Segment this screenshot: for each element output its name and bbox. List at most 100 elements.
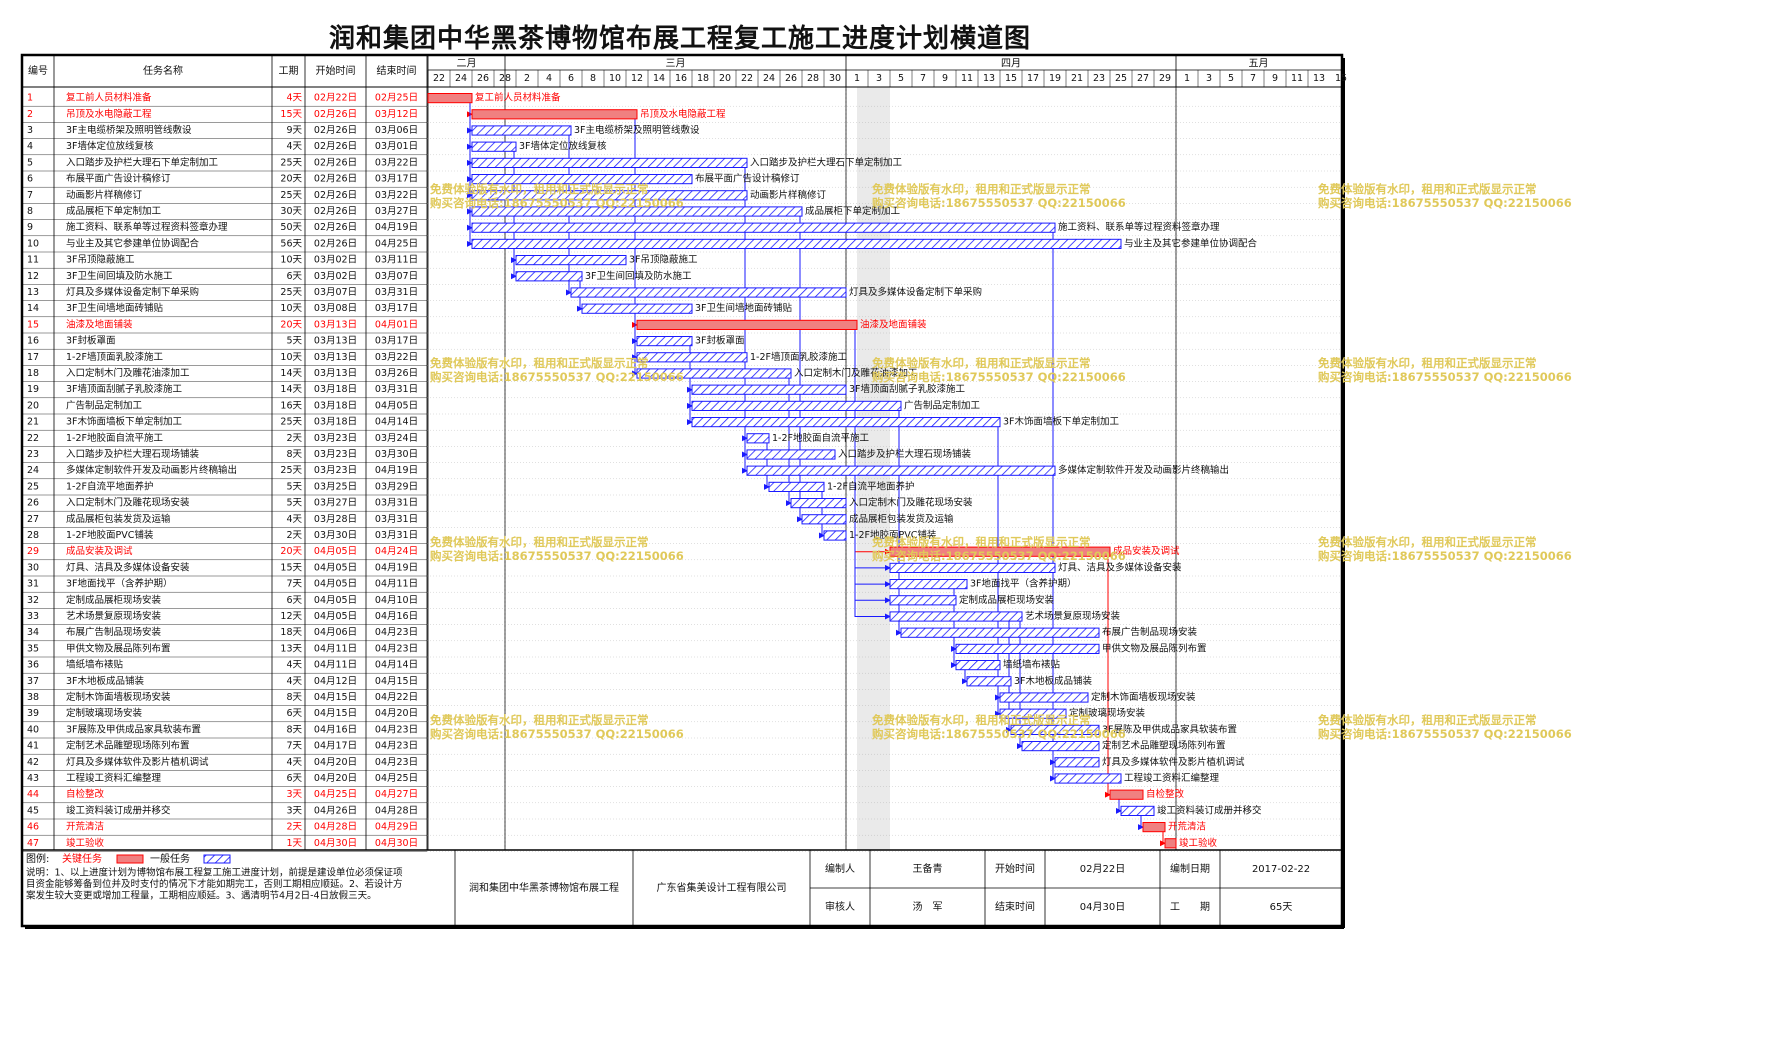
task-name: 多媒体定制软件开发及动画影片终稿输出 — [66, 464, 237, 476]
critical-task-bar — [636, 319, 858, 330]
dependency-link — [1017, 616, 1023, 750]
task-bar-label: 甲供文物及展品陈列布置 — [1102, 642, 1207, 654]
task-name: 定制艺术品雕塑现场陈列布置 — [66, 740, 190, 752]
task-id: 12 — [27, 271, 39, 282]
task-start: 03月18日 — [314, 417, 357, 428]
task-duration: 6天 — [286, 271, 302, 282]
day-tick-label: 22 — [741, 73, 753, 84]
footer-company: 广东省集美设计工程有限公司 — [657, 881, 787, 894]
critical-task-bar — [1109, 789, 1144, 800]
task-name: 动画影片样稿修订 — [66, 189, 143, 201]
task-id: 42 — [27, 757, 39, 768]
task-id: 2 — [27, 109, 33, 120]
task-name: 3F展陈及甲供成品家具软装布置 — [66, 723, 201, 735]
legend-critical-swatch — [116, 854, 144, 864]
task-name: 竣工资料装订成册并移交 — [66, 804, 171, 816]
task-start: 04月06日 — [314, 627, 357, 638]
normal-task-bar — [746, 449, 836, 460]
task-end: 03月27日 — [375, 206, 418, 217]
task-duration: 15天 — [280, 109, 302, 120]
task-duration: 7天 — [286, 579, 302, 590]
day-tick-label: 14 — [653, 73, 665, 84]
task-name: 3F吊顶隐蔽施工 — [66, 254, 135, 266]
task-end: 04月19日 — [375, 562, 418, 573]
task-start: 03月02日 — [314, 271, 357, 282]
normal-task-bar — [900, 627, 1100, 638]
task-bar-label: 成品安装及调试 — [1113, 545, 1180, 557]
task-name: 3F墙顶面刮腻子乳胶漆施工 — [66, 383, 183, 395]
task-duration: 50天 — [280, 222, 302, 233]
task-bar-label: 定制成品展柜现场安装 — [959, 594, 1055, 606]
task-start: 02月26日 — [314, 125, 357, 136]
task-start: 02月22日 — [314, 93, 357, 104]
dependency-link — [1050, 227, 1056, 782]
task-duration: 1天 — [286, 838, 302, 849]
task-bar-label: 开荒清洁 — [1168, 821, 1206, 833]
task-bar-label: 施工资料、联系单等过程资料签章办理 — [1058, 221, 1220, 233]
footer-compiler-label: 编制人 — [825, 862, 855, 875]
footer-project: 润和集团中华黑茶博物馆布展工程 — [469, 881, 619, 894]
legend-label: 图例: — [26, 852, 49, 865]
normal-task-bar — [636, 368, 792, 379]
task-name: 自检整改 — [66, 788, 105, 800]
task-start: 04月05日 — [314, 562, 357, 573]
day-tick-label: 18 — [697, 73, 709, 84]
task-duration: 7天 — [286, 741, 302, 752]
critical-task-bar — [427, 93, 473, 104]
task-start: 04月26日 — [314, 805, 357, 816]
task-start: 02月26日 — [314, 157, 357, 168]
normal-task-bar — [471, 222, 1056, 233]
day-tick-label: 7 — [1250, 73, 1256, 84]
task-name: 灯具、洁具及多媒体设备安装 — [66, 561, 190, 573]
task-end: 04月10日 — [375, 595, 418, 606]
task-id: 33 — [27, 611, 39, 622]
task-name: 定制木饰面墙板现场安装 — [66, 691, 171, 703]
task-duration: 8天 — [286, 724, 302, 735]
month-label: 三月 — [666, 58, 686, 70]
task-bar-label: 1-2F墙顶面乳胶漆施工 — [750, 351, 847, 363]
legend-note-line: 目资金能够筹备到位并及时支付的情况下才能如期完工，否则工期相应顺延。2、若设计方 — [26, 878, 403, 890]
task-bar-label: 1-2F地胶面自流平施工 — [772, 432, 869, 444]
task-start: 03月28日 — [314, 514, 357, 525]
normal-task-bar — [999, 692, 1089, 703]
task-start: 04月30日 — [314, 838, 357, 849]
day-tick-label: 23 — [1093, 73, 1105, 84]
task-duration: 14天 — [280, 368, 302, 379]
day-tick-label: 7 — [920, 73, 926, 84]
day-tick-label: 13 — [983, 73, 995, 84]
day-tick-label: 8 — [590, 73, 596, 84]
task-end: 03月31日 — [375, 498, 418, 509]
task-bar-label: 入口踏步及护栏大理石下单定制加工 — [750, 156, 903, 168]
footer-reviewer: 汤 军 — [913, 900, 943, 913]
day-tick-label: 17 — [1027, 73, 1039, 84]
normal-task-bar — [636, 336, 693, 347]
header-id: 编号 — [28, 64, 48, 77]
task-id: 16 — [27, 336, 39, 347]
task-name: 入口踏步及护栏大理石现场铺装 — [66, 448, 200, 460]
task-duration: 10天 — [280, 352, 302, 363]
footer-end: 04月30日 — [1080, 901, 1125, 913]
legend-note-line: 说明：1、以上进度计划为博物馆布展工程复工施工进度计划，前提是建设单位必须保证项 — [26, 867, 403, 879]
task-duration: 4天 — [286, 757, 302, 768]
task-id: 31 — [27, 579, 39, 590]
dependency-link — [511, 146, 517, 280]
task-end: 03月11日 — [375, 255, 418, 266]
dependency-link — [1116, 794, 1122, 814]
task-start: 03月23日 — [314, 465, 357, 476]
task-name: 灯具及多媒体软件及影片植机调试 — [66, 756, 209, 768]
task-end: 03月07日 — [375, 271, 418, 282]
day-tick-label: 28 — [499, 73, 511, 84]
task-bar-label: 灯具及多媒体设备定制下单采购 — [849, 286, 982, 298]
normal-task-bar — [471, 190, 748, 201]
normal-task-bar — [889, 611, 1023, 622]
task-end: 04月05日 — [375, 400, 418, 411]
task-duration: 20天 — [280, 546, 302, 557]
task-id: 23 — [27, 449, 39, 460]
task-id: 6 — [27, 174, 33, 185]
task-name: 工程竣工资料汇编整理 — [66, 772, 162, 784]
day-tick-label: 30 — [829, 73, 841, 84]
day-tick-label: 11 — [961, 73, 973, 84]
task-duration: 25天 — [280, 287, 302, 298]
task-end: 03月17日 — [375, 174, 418, 185]
task-id: 39 — [27, 708, 39, 719]
